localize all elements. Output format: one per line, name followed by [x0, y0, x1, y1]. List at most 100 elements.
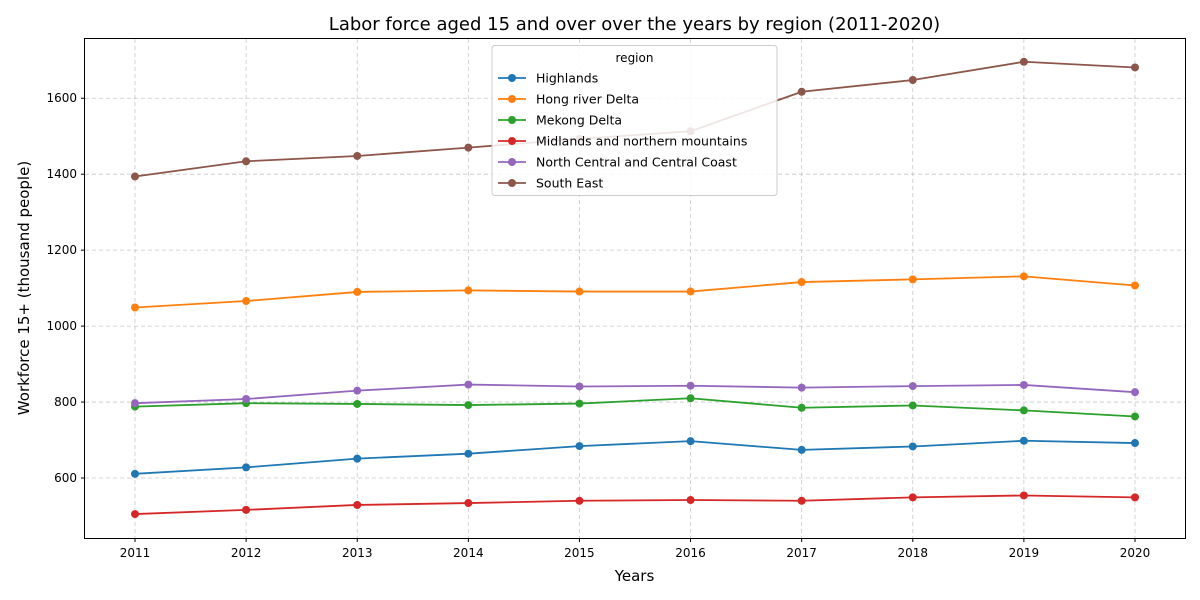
legend-label: North Central and Central Coast: [536, 155, 737, 170]
legend-label: South East: [536, 176, 603, 191]
legend-swatch-marker: [508, 179, 516, 187]
x-tick-label: 2020: [1120, 546, 1151, 560]
y-axis: 600 800 1000 1200 1400 1600: [46, 91, 85, 485]
data-point: [464, 143, 473, 152]
legend-item: South East: [498, 176, 603, 191]
data-point: [908, 76, 917, 85]
data-point: [1019, 57, 1028, 66]
data-point: [575, 287, 584, 296]
series-north-central-and-central-coast: [131, 380, 1139, 408]
data-point: [242, 505, 251, 514]
data-point: [686, 381, 695, 390]
legend-swatch-marker: [508, 74, 516, 82]
data-point: [353, 287, 362, 296]
data-point: [353, 399, 362, 408]
legend-swatch-marker: [508, 137, 516, 145]
series-midlands-and-northern-mountains: [131, 491, 1139, 519]
data-point: [353, 151, 362, 160]
y-tick-label: 1400: [46, 167, 77, 181]
x-tick-label: 2017: [786, 546, 817, 560]
legend-item: North Central and Central Coast: [498, 155, 737, 170]
legend-title: region: [616, 51, 654, 65]
data-point: [242, 157, 251, 166]
data-point: [353, 500, 362, 509]
data-point: [1019, 380, 1028, 389]
y-tick-label: 600: [54, 471, 77, 485]
y-tick-label: 1000: [46, 319, 77, 333]
legend-swatch-marker: [508, 158, 516, 166]
data-point: [464, 286, 473, 295]
series-line: [134, 383, 1136, 405]
data-point: [464, 401, 473, 410]
data-point: [686, 437, 695, 446]
data-point: [1019, 406, 1028, 415]
legend-item: Mekong Delta: [498, 113, 622, 128]
x-axis: 2011 2012 2013 2014 2015 2016 2017 2018 2019 2020: [120, 538, 1151, 560]
data-point: [686, 287, 695, 296]
legend-item: Midlands and northern mountains: [498, 134, 747, 149]
data-point: [1131, 439, 1139, 448]
legend-label: Hong river Delta: [536, 92, 639, 107]
data-point: [131, 399, 139, 408]
plot-frame: [84, 38, 1186, 539]
data-point: [686, 496, 695, 505]
series-highlands: [131, 436, 1139, 478]
data-point: [1131, 493, 1139, 502]
data-point: [242, 463, 251, 472]
legend-box: [491, 45, 778, 196]
data-point: [797, 383, 806, 392]
data-point: [797, 278, 806, 287]
data-point: [575, 442, 584, 451]
legend-label: Midlands and northern mountains: [536, 134, 747, 149]
x-tick-label: 2018: [898, 546, 929, 560]
series-hong-river-delta: [131, 272, 1139, 312]
data-point: [1131, 63, 1139, 72]
data-point: [797, 403, 806, 412]
data-point: [131, 303, 139, 312]
legend: region Highlands Hong river Delta Mekong D…: [491, 45, 778, 196]
legend-label: Highlands: [536, 71, 598, 86]
chart-title: Labor force aged 15 and over over the ye…: [329, 14, 940, 35]
series-line: [134, 275, 1136, 309]
data-point: [797, 445, 806, 454]
data-point: [1019, 436, 1028, 445]
x-tick-label: 2013: [342, 546, 373, 560]
data-point: [353, 454, 362, 463]
data-point: [686, 394, 695, 403]
series-mekong-delta: [131, 394, 1139, 421]
legend-label: Mekong Delta: [536, 113, 622, 128]
data-point: [242, 297, 251, 306]
series-line: [134, 494, 1136, 515]
y-tick-label: 800: [54, 395, 77, 409]
data-point: [797, 87, 806, 96]
x-tick-label: 2015: [564, 546, 595, 560]
data-point: [575, 382, 584, 391]
y-tick-label: 1200: [46, 243, 77, 257]
legend-swatch-marker: [508, 116, 516, 124]
y-axis-label: Workforce 15+ (thousand people): [15, 161, 33, 415]
series-line: [134, 439, 1136, 475]
data-point: [908, 275, 917, 284]
data-point: [1131, 388, 1139, 397]
y-tick-label: 1600: [46, 91, 77, 105]
x-tick-label: 2019: [1009, 546, 1040, 560]
data-point: [242, 395, 251, 404]
data-point: [575, 399, 584, 408]
x-tick-label: 2011: [120, 546, 151, 560]
legend-item: Hong river Delta: [498, 92, 639, 107]
data-point: [908, 442, 917, 451]
data-point: [908, 401, 917, 410]
data-point: [1131, 412, 1139, 421]
legend-item: Highlands: [498, 71, 598, 86]
data-point: [1131, 281, 1139, 290]
data-point: [131, 172, 139, 181]
data-point: [131, 510, 139, 519]
legend-swatch-marker: [508, 95, 516, 103]
data-point: [1019, 272, 1028, 281]
x-tick-label: 2012: [231, 546, 262, 560]
data-point: [797, 496, 806, 505]
x-tick-label: 2016: [675, 546, 706, 560]
x-tick-label: 2014: [453, 546, 484, 560]
data-point: [131, 469, 139, 478]
